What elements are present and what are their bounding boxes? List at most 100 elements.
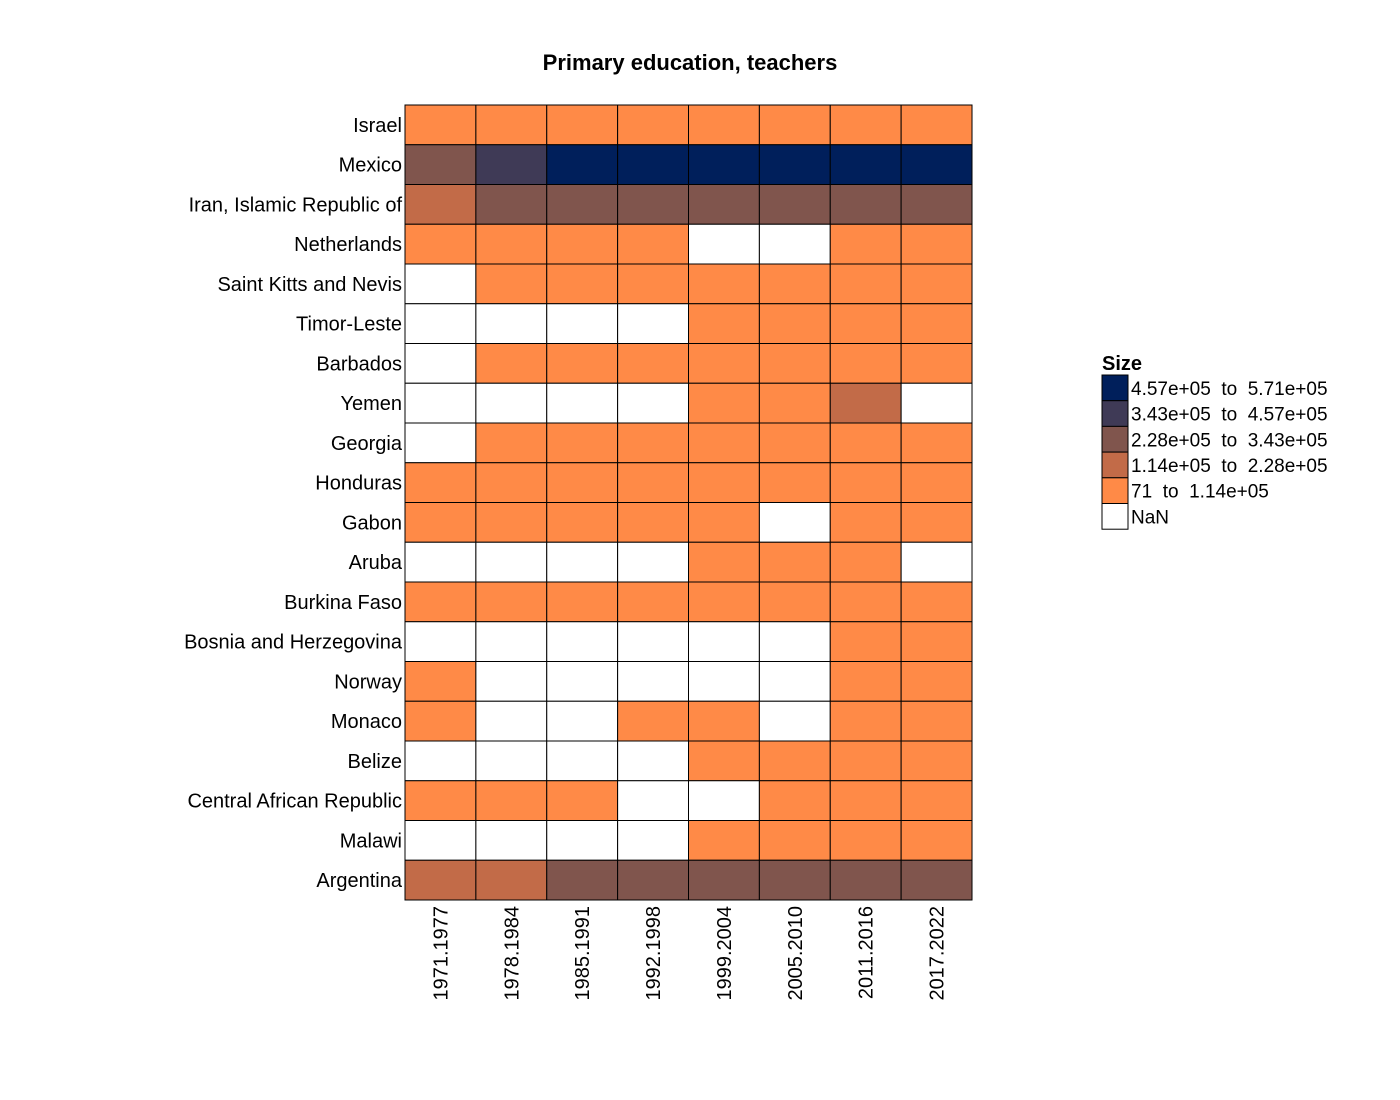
heatmap-cell bbox=[404, 382, 477, 424]
heatmap-cell bbox=[404, 263, 477, 305]
heatmap-cell bbox=[688, 462, 760, 503]
heatmap-cell bbox=[404, 740, 477, 782]
heatmap-cell bbox=[829, 780, 902, 821]
legend-label: 3.43e+05 to 4.57e+05 bbox=[1131, 405, 1328, 426]
heatmap-cell bbox=[617, 382, 690, 424]
heatmap-cell bbox=[688, 780, 760, 821]
heatmap-cell bbox=[546, 303, 619, 344]
heatmap-cell bbox=[829, 144, 902, 185]
heatmap-cell bbox=[546, 661, 619, 702]
column-label: 1999.2004 bbox=[714, 906, 736, 1001]
heatmap-cell bbox=[829, 541, 902, 583]
heatmap-cell bbox=[475, 700, 548, 742]
column-label: 2005.2010 bbox=[785, 906, 807, 1001]
heatmap-cell bbox=[546, 223, 619, 265]
heatmap-cell bbox=[475, 104, 548, 146]
heatmap-cell bbox=[688, 184, 760, 225]
legend-label: NaN bbox=[1131, 507, 1169, 528]
heatmap-cell bbox=[546, 581, 619, 623]
heatmap-cell bbox=[758, 184, 831, 225]
heatmap-cell bbox=[829, 382, 902, 424]
legend-swatch bbox=[1101, 477, 1129, 504]
heatmap-cell bbox=[829, 859, 902, 901]
heatmap-cell bbox=[900, 661, 973, 702]
legend-swatch bbox=[1101, 503, 1129, 530]
heatmap-cell bbox=[617, 859, 690, 901]
heatmap-cell bbox=[617, 700, 690, 742]
row-label: Honduras bbox=[315, 473, 402, 495]
heatmap-cell bbox=[829, 422, 902, 464]
heatmap-cell bbox=[475, 541, 548, 583]
heatmap-cell bbox=[758, 104, 831, 146]
heatmap-cell bbox=[758, 462, 831, 503]
heatmap-cell bbox=[475, 820, 548, 861]
heatmap-cell bbox=[475, 502, 548, 543]
heatmap-cell bbox=[617, 621, 690, 662]
heatmap-cell bbox=[829, 104, 902, 146]
heatmap-cell bbox=[758, 263, 831, 305]
heatmap-cell bbox=[404, 462, 477, 503]
column-labels: 1971.1977 1978.1984 1985.1991 1992.1998 1999… bbox=[430, 906, 948, 1001]
heatmap-cell bbox=[900, 581, 973, 623]
heatmap-cell bbox=[758, 740, 831, 782]
heatmap-cell bbox=[829, 661, 902, 702]
heatmap-cell bbox=[546, 343, 619, 384]
heatmap-cell bbox=[688, 303, 760, 344]
heatmap-cell bbox=[617, 820, 690, 861]
heatmap-cell bbox=[546, 184, 619, 225]
heatmap-cell bbox=[617, 343, 690, 384]
heatmap-cell bbox=[404, 144, 477, 185]
heatmap-cell bbox=[475, 223, 548, 265]
heatmap-cell bbox=[900, 820, 973, 861]
row-label: Malawi bbox=[340, 830, 402, 852]
heatmap-cell bbox=[546, 700, 619, 742]
heatmap-cell bbox=[617, 661, 690, 702]
heatmap-cell bbox=[475, 263, 548, 305]
heatmap-cell bbox=[475, 144, 548, 185]
heatmap-cell bbox=[404, 820, 477, 861]
row-label: Monaco bbox=[331, 711, 402, 733]
heatmap-cell bbox=[546, 422, 619, 464]
heatmap-cell bbox=[617, 422, 690, 464]
heatmap-cell bbox=[688, 581, 760, 623]
heatmap-cell bbox=[617, 144, 690, 185]
heatmap-cell bbox=[617, 581, 690, 623]
row-label: Barbados bbox=[316, 353, 402, 375]
heatmap-cell bbox=[758, 581, 831, 623]
row-label: Iran, Islamic Republic of bbox=[189, 194, 403, 216]
legend: Size 4.57e+05 to 5.71e+05 3.43e+05 to 4.5… bbox=[1101, 353, 1328, 530]
heatmap-cell bbox=[617, 780, 690, 821]
row-label: Georgia bbox=[331, 433, 403, 455]
heatmap-cell bbox=[688, 700, 760, 742]
row-label: Gabon bbox=[342, 512, 402, 534]
heatmap-cell bbox=[617, 541, 690, 583]
legend-swatch bbox=[1101, 374, 1129, 402]
heatmap-cell bbox=[404, 422, 477, 464]
heatmap-cell bbox=[688, 661, 760, 702]
heatmap-cell bbox=[404, 859, 477, 901]
heatmap-cell bbox=[546, 382, 619, 424]
heatmap-cell bbox=[900, 263, 973, 305]
heatmap-cell bbox=[475, 661, 548, 702]
heatmap-cell bbox=[546, 263, 619, 305]
heatmap-cell bbox=[900, 104, 973, 146]
heatmap-cells bbox=[404, 104, 973, 901]
row-label: Belize bbox=[348, 751, 402, 773]
column-label: 1978.1984 bbox=[501, 906, 523, 1001]
heatmap-cell bbox=[546, 780, 619, 821]
heatmap-cell bbox=[617, 104, 690, 146]
column-label: 1992.1998 bbox=[643, 906, 665, 1001]
heatmap-cell bbox=[475, 462, 548, 503]
heatmap-cell bbox=[758, 700, 831, 742]
heatmap-cell bbox=[475, 343, 548, 384]
row-label: Netherlands bbox=[294, 234, 402, 256]
heatmap-cell bbox=[758, 343, 831, 384]
row-label: Yemen bbox=[340, 393, 402, 415]
heatmap-cell bbox=[546, 541, 619, 583]
heatmap-cell bbox=[829, 343, 902, 384]
row-label: Israel bbox=[353, 115, 402, 137]
heatmap-cell bbox=[758, 303, 831, 344]
row-label: Aruba bbox=[349, 552, 403, 574]
heatmap-cell bbox=[546, 104, 619, 146]
heatmap-cell bbox=[829, 820, 902, 861]
